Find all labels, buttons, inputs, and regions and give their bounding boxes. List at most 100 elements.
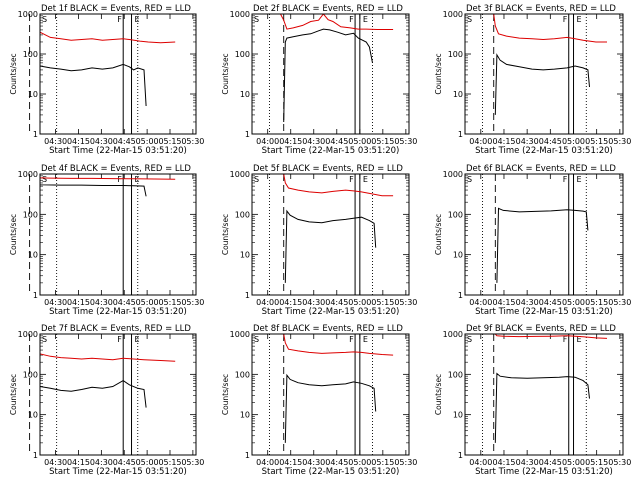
x-tick-label: 04:30: [302, 298, 325, 307]
x-tick-label: 05:00: [348, 298, 371, 307]
series-events: [40, 63, 147, 107]
y-tick-label: 100: [235, 50, 250, 59]
panel-det-2: Det 2f BLACK = Events, RED = LLD 1 10 100 10…: [221, 4, 417, 156]
series-lld: [280, 14, 394, 30]
y-tick-label: 10: [240, 90, 250, 99]
y-tick-label: 1: [33, 291, 38, 300]
x-tick-label: 04:00: [256, 458, 279, 467]
y-axis-label: Counts/sec: [221, 53, 230, 94]
panel-title: Det 7f BLACK = Events, RED = LLD: [41, 324, 191, 334]
x-tick-label: 05:15: [585, 298, 608, 307]
x-tick-label: 04:45: [325, 298, 348, 307]
x-tick-label: 05:30: [181, 137, 204, 146]
panel-title: Det 8f BLACK = Events, RED = LLD: [253, 324, 403, 334]
panel-det-7: Det 7f BLACK = Events, RED = LLD 1 10 100 10…: [9, 324, 204, 477]
plot-frame: [464, 333, 624, 456]
y-axis-label: Counts/sec: [9, 53, 18, 94]
y-tick-label: 100: [23, 50, 38, 59]
y-tick-label: 10: [28, 251, 38, 260]
x-axis-label: Start Time (22-Mar-15 03:51:20): [262, 146, 400, 156]
corner-label: S: [254, 335, 259, 344]
x-axis-label: Start Time (22-Mar-15 03:51:20): [262, 467, 400, 477]
series-events: [496, 207, 589, 283]
y-axis-label: Counts/sec: [221, 374, 230, 415]
series-lld: [40, 30, 176, 44]
corner-label: S: [467, 175, 472, 184]
plot-frame: [39, 13, 197, 135]
x-tick-label: 04:30: [516, 298, 539, 307]
x-tick-label: 05:15: [585, 137, 608, 146]
x-tick-label: 05:00: [562, 137, 585, 146]
y-tick-label: 100: [23, 370, 38, 379]
series-lld: [283, 334, 394, 356]
x-tick-label: 05:00: [562, 298, 585, 307]
y-tick-label: 10: [453, 411, 463, 420]
y-tick-label: 10: [453, 251, 463, 260]
corner-label: F: [117, 175, 122, 184]
x-tick-label: 04:30: [302, 458, 325, 467]
x-tick-label: 04:30: [90, 137, 113, 146]
x-tick-label: 05:30: [181, 458, 204, 467]
x-tick-label: 04:15: [67, 298, 90, 307]
corner-label: E: [577, 175, 582, 184]
x-axis-label: Start Time (22-Mar-15 03:51:20): [475, 467, 613, 477]
panel-det-4: Det 4f BLACK = Events, RED = LLD 1 10 100 10…: [9, 164, 204, 317]
corner-label: S: [42, 175, 47, 184]
corner-label: E: [577, 15, 582, 24]
x-tick-label: 05:30: [608, 137, 631, 146]
x-tick-label: 04:45: [113, 298, 136, 307]
x-tick-label: 04:00: [256, 298, 279, 307]
x-tick-label: 04:45: [113, 137, 136, 146]
series-events: [494, 372, 590, 443]
y-axis-label: Counts/sec: [434, 53, 443, 94]
x-tick-label: 04:45: [325, 137, 348, 146]
y-tick-label: 100: [23, 210, 38, 219]
x-tick-label: 04:00: [469, 137, 492, 146]
x-tick-label: 04:30: [44, 298, 67, 307]
x-tick-label: 04:00: [256, 137, 279, 146]
x-tick-label: 05:15: [158, 137, 181, 146]
x-tick-label: 05:00: [348, 458, 371, 467]
y-tick-label: 100: [235, 210, 250, 219]
x-tick-label: 05:30: [608, 458, 631, 467]
corner-label: F: [349, 335, 354, 344]
corner-label: E: [363, 335, 368, 344]
x-axis-label: Start Time (22-Mar-15 03:51:20): [475, 146, 613, 156]
y-tick-label: 1: [33, 451, 38, 460]
x-tick-label: 05:15: [158, 458, 181, 467]
corner-label: F: [563, 335, 568, 344]
y-tick-label: 10: [240, 251, 250, 260]
x-axis-label: Start Time (22-Mar-15 03:51:20): [49, 467, 187, 477]
y-tick-label: 100: [448, 370, 463, 379]
x-tick-label: 05:30: [181, 298, 204, 307]
y-tick-label: 1: [458, 130, 463, 139]
corner-label: E: [363, 175, 368, 184]
y-tick-label: 1000: [18, 170, 38, 179]
corner-label: S: [467, 15, 472, 24]
corner-label: F: [349, 15, 354, 24]
panel-det-5: Det 5f BLACK = Events, RED = LLD 1 10 100 10…: [221, 164, 417, 317]
panel-title: Det 2f BLACK = Events, RED = LLD: [253, 4, 403, 14]
x-tick-label: 04:45: [539, 298, 562, 307]
corner-label: S: [42, 15, 47, 24]
series-events: [40, 380, 147, 408]
y-tick-label: 1000: [230, 330, 250, 339]
y-axis-label: Counts/sec: [9, 214, 18, 255]
plot-frame: [39, 333, 197, 456]
panel-title: Det 9f BLACK = Events, RED = LLD: [466, 324, 616, 334]
series-lld: [40, 353, 176, 362]
x-tick-label: 05:00: [348, 137, 371, 146]
x-tick-label: 04:30: [44, 137, 67, 146]
series-events: [494, 53, 590, 115]
x-tick-label: 04:45: [539, 458, 562, 467]
y-tick-label: 1: [245, 451, 250, 460]
corner-label: F: [563, 175, 568, 184]
x-tick-label: 05:30: [394, 458, 417, 467]
y-axis-label: Counts/sec: [434, 214, 443, 255]
series-events: [284, 209, 377, 283]
x-tick-label: 05:30: [608, 298, 631, 307]
series-lld: [493, 14, 607, 43]
y-tick-label: 100: [448, 50, 463, 59]
x-tick-label: 05:15: [158, 298, 181, 307]
